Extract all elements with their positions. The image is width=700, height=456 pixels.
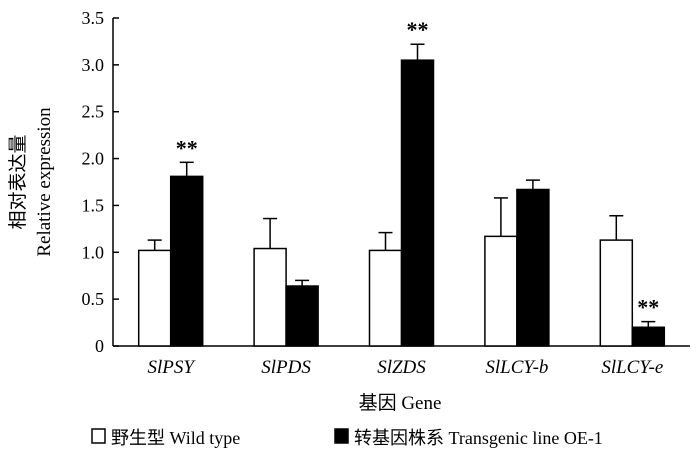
legend-swatch-wild-type [91,428,106,444]
legend: 野生型 Wild type 转基因株系 Transgenic line OE-1 [91,428,603,448]
y-tick-label: 2.5 [82,102,105,122]
bar-wild-type [599,239,634,347]
y-tick-label: 2.0 [82,149,105,169]
bar-transgenic [516,188,550,347]
significance-label: ** [176,135,198,160]
legend-swatch-transgenic [334,428,349,444]
y-tick-label: 1.0 [82,242,105,262]
category-label: SlLCY-b [485,357,548,378]
bar-transgenic [285,285,319,347]
significance-label: ** [637,295,659,320]
legend-label-transgenic: 转基因株系 Transgenic line OE-1 [354,428,603,448]
bar-transgenic [400,59,435,347]
y-tick-label: 0.5 [82,289,105,309]
y-tick-label: 3.5 [82,8,105,28]
category-label: SlPSY [147,357,196,378]
y-axis-title: Relative expression [34,107,55,257]
category-label: SlZDS [377,357,426,378]
significance-label: ** [407,17,429,42]
bar-transgenic [631,326,666,347]
bar-wild-type [253,247,287,347]
y-tick-label: 0 [95,336,104,356]
y-ticks: 0 0.5 1.0 1.5 2.0 2.5 3.0 3.5 [82,8,119,356]
bar-wild-type [484,235,518,347]
bar-wild-type [137,249,172,347]
category-label: SlLCY-e [601,357,663,378]
category-labels: SlPSY SlPDS SlZDS SlLCY-b SlLCY-e [147,357,663,378]
y-tick-label: 3.0 [82,55,105,75]
legend-label-wild-type: 野生型 Wild type [111,428,240,448]
y-axis-title-zh: 相对表达量 [7,134,29,229]
error-bars [147,43,656,328]
bar-transgenic [169,175,204,347]
x-axis-title: 基因 Gene [359,392,442,414]
significance-marks: ** ** ** [176,17,660,319]
y-tick-label: 1.5 [82,195,105,215]
bar-wild-type [368,249,403,347]
bars [137,59,666,347]
category-label: SlPDS [261,357,311,378]
